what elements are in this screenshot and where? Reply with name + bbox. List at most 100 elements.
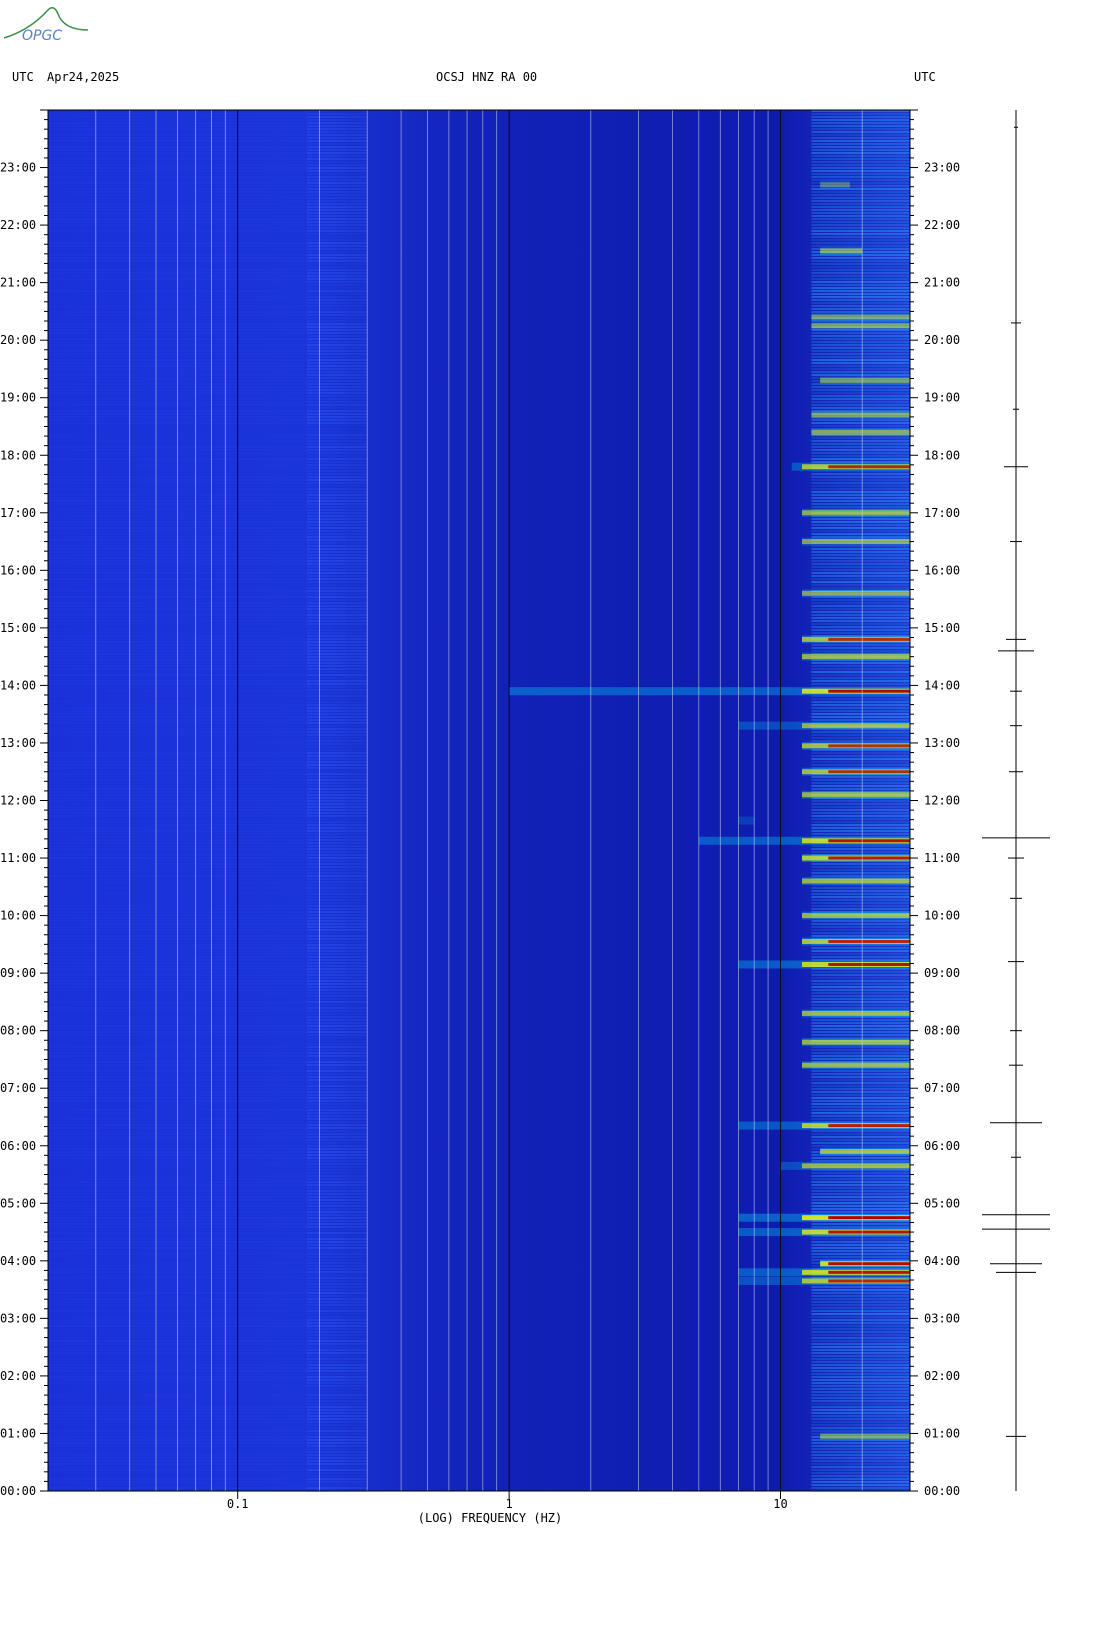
noise-stripe <box>811 1091 910 1093</box>
noise-stripe <box>48 1391 346 1393</box>
noise-stripe <box>306 713 368 715</box>
noise-stripe <box>811 1412 910 1414</box>
noise-stripe <box>48 791 346 793</box>
noise-stripe <box>48 1298 346 1300</box>
noise-stripe <box>811 1109 910 1111</box>
noise-stripe <box>48 470 346 472</box>
noise-stripe <box>306 1475 368 1477</box>
noise-stripe <box>811 548 910 550</box>
noise-stripe <box>811 1478 910 1480</box>
noise-stripe <box>811 473 910 475</box>
y-tick-label-right: 14:00 <box>924 678 960 692</box>
y-tick-label-left: 20:00 <box>0 333 36 347</box>
noise-stripe <box>48 785 346 787</box>
noise-stripe <box>48 512 346 514</box>
noise-stripe <box>811 1070 910 1072</box>
noise-stripe <box>48 710 346 712</box>
noise-stripe <box>48 557 346 559</box>
noise-stripe <box>306 995 368 997</box>
noise-stripe <box>306 1487 368 1489</box>
noise-stripe <box>811 347 910 349</box>
noise-stripe <box>811 902 910 904</box>
noise-stripe <box>48 620 346 622</box>
noise-stripe <box>48 1229 346 1231</box>
noise-stripe <box>811 584 910 586</box>
noise-stripe <box>811 665 910 667</box>
noise-stripe <box>811 404 910 406</box>
noise-stripe <box>48 1172 346 1174</box>
noise-stripe <box>306 1433 368 1435</box>
noise-stripe <box>306 1040 368 1042</box>
noise-stripe <box>48 974 346 976</box>
noise-stripe <box>48 1385 346 1387</box>
noise-stripe <box>306 548 368 550</box>
noise-stripe <box>48 1043 346 1045</box>
noise-stripe <box>306 371 368 373</box>
noise-stripe <box>48 848 346 850</box>
noise-stripe <box>48 1106 346 1108</box>
noise-stripe <box>306 851 368 853</box>
noise-stripe <box>811 146 910 148</box>
noise-stripe <box>811 1304 910 1306</box>
noise-stripe <box>48 728 346 730</box>
noise-stripe <box>306 440 368 442</box>
noise-stripe <box>306 1160 368 1162</box>
noise-stripe <box>306 584 368 586</box>
noise-stripe <box>48 932 346 934</box>
noise-stripe <box>811 845 910 847</box>
noise-stripe <box>811 683 910 685</box>
noise-stripe <box>811 653 910 655</box>
noise-stripe <box>811 368 910 370</box>
noise-stripe <box>48 1037 346 1039</box>
noise-stripe <box>306 1289 368 1291</box>
noise-stripe <box>811 290 910 292</box>
noise-stripe <box>811 1403 910 1405</box>
noise-stripe <box>811 176 910 178</box>
noise-stripe <box>306 281 368 283</box>
noise-stripe <box>811 710 910 712</box>
noise-stripe <box>811 647 910 649</box>
noise-stripe <box>48 491 346 493</box>
noise-stripe <box>48 1112 346 1114</box>
logo-text: OPGC <box>22 28 62 44</box>
noise-stripe <box>306 1325 368 1327</box>
noise-stripe <box>48 539 346 541</box>
band-event <box>801 723 910 729</box>
noise-stripe <box>48 503 346 505</box>
noise-stripe <box>48 812 346 814</box>
noise-stripe <box>306 779 368 781</box>
noise-stripe <box>306 158 368 160</box>
noise-stripe <box>48 1337 346 1339</box>
noise-stripe <box>306 1331 368 1333</box>
noise-stripe <box>48 671 346 673</box>
band-event <box>801 510 910 516</box>
noise-stripe <box>48 1205 346 1207</box>
noise-stripe <box>811 587 910 589</box>
noise-stripe <box>811 1334 910 1336</box>
noise-stripe <box>306 1457 368 1459</box>
noise-stripe <box>811 1196 910 1198</box>
noise-stripe <box>306 989 368 991</box>
noise-stripe <box>306 1445 368 1447</box>
y-tick-label-right: 08:00 <box>924 1024 960 1038</box>
noise-stripe <box>48 242 346 244</box>
noise-stripe <box>811 1298 910 1300</box>
noise-stripe <box>811 269 910 271</box>
noise-stripe <box>48 203 346 205</box>
noise-stripe <box>811 257 910 259</box>
noise-stripe <box>811 1025 910 1027</box>
noise-stripe <box>48 149 346 151</box>
noise-stripe <box>811 590 910 592</box>
noise-stripe <box>306 1259 368 1261</box>
noise-stripe <box>811 227 910 229</box>
noise-stripe <box>811 239 910 241</box>
noise-stripe <box>811 434 910 436</box>
noise-stripe <box>306 242 368 244</box>
noise-stripe <box>306 1103 368 1105</box>
noise-stripe <box>48 806 346 808</box>
noise-stripe <box>306 1346 368 1348</box>
noise-stripe <box>306 1319 368 1321</box>
noise-stripe <box>306 1097 368 1099</box>
noise-stripe <box>48 590 346 592</box>
noise-stripe <box>306 419 368 421</box>
